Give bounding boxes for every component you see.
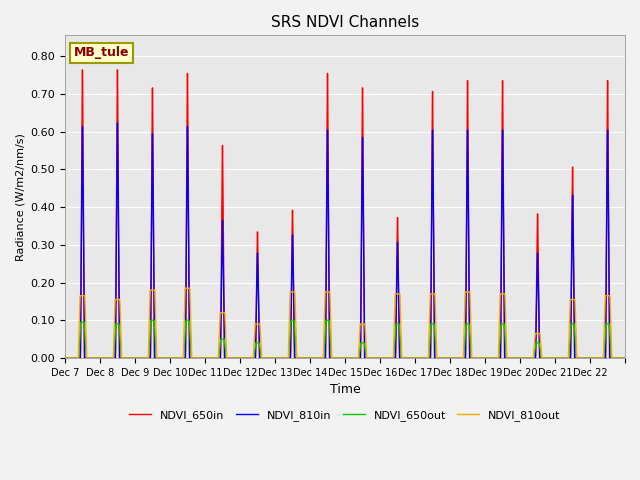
NDVI_650out <box>621 355 629 361</box>
NDVI_810out <box>467 300 474 305</box>
Line: NDVI_810out: NDVI_810out <box>65 288 625 358</box>
NDVI_810out <box>417 355 425 361</box>
NDVI_810out <box>181 285 189 291</box>
X-axis label: Time: Time <box>330 383 360 396</box>
NDVI_650in <box>615 355 623 361</box>
NDVI_650in <box>176 355 184 361</box>
NDVI_810in <box>417 355 425 361</box>
NDVI_650in <box>417 355 425 361</box>
NDVI_650out <box>61 355 69 361</box>
Legend: NDVI_650in, NDVI_810in, NDVI_650out, NDVI_810out: NDVI_650in, NDVI_810in, NDVI_650out, NDV… <box>125 406 565 425</box>
Text: MB_tule: MB_tule <box>74 46 129 60</box>
NDVI_650out <box>467 337 474 343</box>
NDVI_810in <box>536 351 543 357</box>
NDVI_810out <box>61 355 69 361</box>
NDVI_810out <box>176 355 184 361</box>
Line: NDVI_810in: NDVI_810in <box>65 123 625 358</box>
NDVI_650out <box>176 355 184 361</box>
NDVI_650in <box>79 67 86 73</box>
NDVI_650in <box>467 355 474 361</box>
NDVI_810out <box>502 327 510 333</box>
Title: SRS NDVI Channels: SRS NDVI Channels <box>271 15 419 30</box>
NDVI_650out <box>536 342 543 348</box>
NDVI_810in <box>176 355 184 361</box>
Y-axis label: Radiance (W/m2/nm/s): Radiance (W/m2/nm/s) <box>15 133 25 261</box>
NDVI_650in <box>621 355 629 361</box>
NDVI_650out <box>502 348 510 354</box>
Line: NDVI_650out: NDVI_650out <box>65 320 625 358</box>
NDVI_650out <box>417 355 425 361</box>
NDVI_810in <box>61 355 69 361</box>
NDVI_810in <box>615 355 623 361</box>
NDVI_810out <box>621 355 629 361</box>
NDVI_650out <box>615 355 623 361</box>
NDVI_650out <box>147 317 155 323</box>
NDVI_810out <box>536 331 543 336</box>
Line: NDVI_650in: NDVI_650in <box>65 70 625 358</box>
NDVI_650in <box>61 355 69 361</box>
NDVI_810in <box>502 355 510 361</box>
NDVI_810out <box>615 355 623 361</box>
NDVI_650in <box>502 355 510 361</box>
NDVI_650in <box>536 355 543 361</box>
NDVI_810in <box>467 355 474 361</box>
NDVI_810in <box>621 355 629 361</box>
NDVI_810in <box>114 120 122 126</box>
